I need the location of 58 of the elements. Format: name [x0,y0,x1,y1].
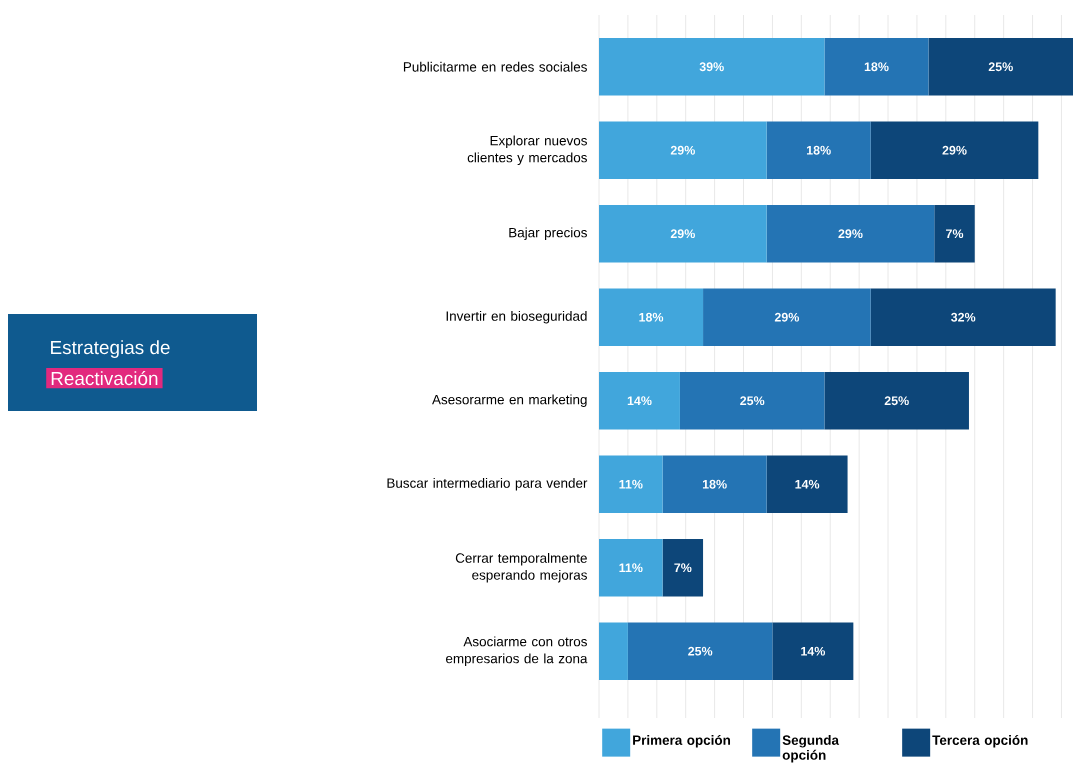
data-label: 29% [942,145,967,155]
data-label: 18% [864,62,889,72]
legend-label: Primera opción [633,734,731,748]
bar [824,371,969,430]
data-label: 14% [627,396,652,406]
data-label: 7% [674,563,692,573]
data-label: 18% [806,145,831,155]
data-label: 29% [670,229,695,239]
data-label: 25% [688,646,713,656]
data-label: 25% [740,396,765,406]
bar [662,455,767,514]
bar [679,371,825,430]
legend-label: Tercera opción [932,734,1028,748]
bar [766,121,871,180]
bar [599,204,767,263]
text: Estrategias de [51,340,170,358]
bar [928,37,1073,96]
data-label: 11% [619,479,643,489]
bar [766,455,848,514]
bar [627,622,773,681]
y-tick-label: Publicitarme en redes sociales [403,61,587,72]
bar [703,288,871,347]
data-label: 11% [619,563,643,573]
bar [599,288,704,347]
bar [599,37,825,96]
y-tick-label: Asesorarme en marketing [432,394,587,408]
y-tick-label: Explorar nuevos clientes y mercados [467,135,587,165]
y-tick-label: Invertir en bioseguridad [446,310,587,324]
y-tick-label: Cerrar temporalmente esperando mejoras [455,552,587,583]
bar [599,622,628,681]
data-label: 25% [988,62,1013,72]
data-label: 29% [838,229,863,239]
data-label: 29% [670,145,695,155]
data-label: 14% [795,479,820,489]
data-label: 29% [774,312,800,322]
bar [824,37,929,96]
bar [766,204,935,263]
bar [772,622,854,681]
data-label: 7% [946,229,964,239]
y-tick-label: Asociarme con otros empresarios de la zona [446,636,588,666]
bar [599,371,680,430]
text: Reactivación [51,371,158,386]
bar [662,538,704,597]
y-tick-label: Buscar intermediario para vender [387,477,588,491]
bar [599,121,767,180]
y-tick-label: Bajar precios [509,227,587,241]
bar [934,204,975,263]
data-label: 18% [702,479,727,489]
data-label: 14% [801,646,826,656]
bar [870,288,1056,347]
data-label: 25% [884,396,909,406]
bar [870,121,1039,180]
data-label: 32% [951,312,976,322]
bar [599,455,663,514]
data-label: 39% [699,62,724,72]
data-label: 18% [639,312,664,322]
bar [599,538,663,597]
legend-label: Segunda opción [782,735,840,763]
